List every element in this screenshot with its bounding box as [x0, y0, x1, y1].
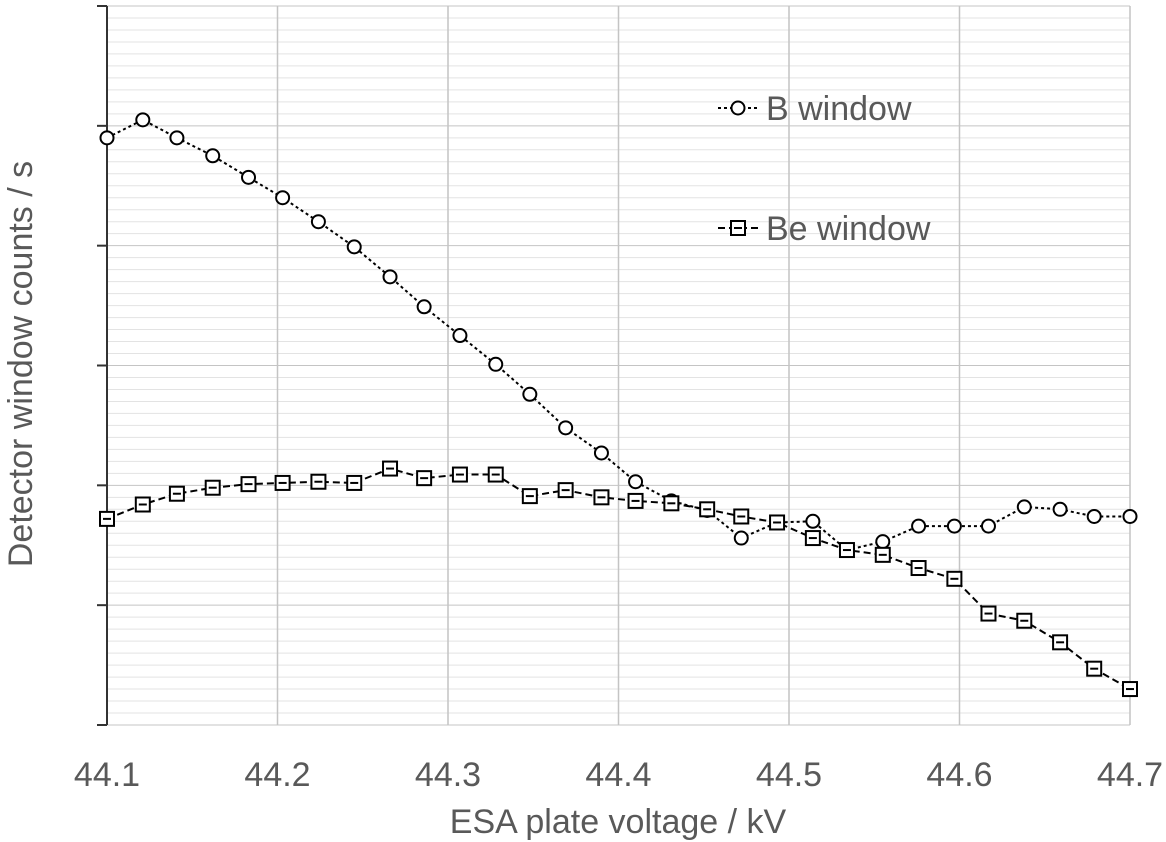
data-point-be-window	[240, 476, 257, 493]
data-point-be-window	[346, 474, 363, 491]
data-point-be-window	[557, 482, 574, 499]
data-point-be-window	[521, 488, 538, 505]
data-point-b-window	[1122, 508, 1138, 524]
data-point-b-window	[382, 269, 398, 285]
data-point-b-window	[205, 148, 221, 164]
x-tick-label: 44.4	[585, 756, 651, 794]
data-point-b-window	[275, 190, 291, 206]
data-point-be-window	[99, 510, 115, 527]
x-tick-labels: 44.1 44.2 44.3 44.4 44.5 44.6 44.7	[74, 756, 1163, 794]
data-point-be-window	[663, 495, 680, 512]
data-point-be-window	[733, 508, 750, 525]
data-point-be-window	[699, 501, 716, 518]
data-point-b-window	[1016, 499, 1032, 515]
data-point-b-window	[346, 239, 362, 255]
data-point-be-window	[627, 492, 644, 509]
data-point-b-window	[241, 169, 257, 185]
data-point-be-window	[310, 473, 327, 490]
data-point-b-window	[452, 328, 468, 344]
data-point-b-window	[1086, 508, 1102, 524]
data-point-be-window	[1086, 660, 1103, 677]
legend-marker-b-window	[730, 100, 746, 116]
x-tick-label: 44.2	[244, 756, 310, 794]
data-point-be-window	[769, 514, 786, 531]
data-point-be-window	[804, 530, 821, 547]
x-tick-label: 44.3	[415, 756, 481, 794]
data-point-b-window	[733, 530, 749, 546]
data-point-be-window	[134, 496, 151, 513]
data-point-b-window	[558, 420, 574, 436]
data-point-be-window	[416, 470, 433, 487]
data-point-b-window	[628, 474, 644, 490]
data-point-b-window	[593, 445, 609, 461]
data-point-be-window	[874, 546, 891, 563]
data-point-be-window	[593, 489, 610, 506]
x-tick-label: 44.6	[926, 756, 992, 794]
data-point-b-window	[875, 534, 891, 550]
legend-label-b-window: B window	[766, 90, 912, 128]
data-point-be-window	[1016, 612, 1033, 629]
data-point-be-window	[382, 460, 399, 477]
data-point-b-window	[135, 112, 151, 128]
legend: B window Be window	[718, 90, 931, 248]
data-point-be-window	[204, 479, 221, 496]
data-point-be-window	[451, 466, 468, 483]
legend-label-be-window: Be window	[766, 210, 931, 248]
data-point-be-window	[946, 570, 963, 587]
data-point-b-window	[911, 518, 927, 534]
data-point-b-window	[805, 513, 821, 529]
data-point-b-window	[488, 356, 504, 372]
x-tick-label: 44.5	[756, 756, 822, 794]
data-point-be-window	[910, 560, 927, 577]
legend-entry-be-window: Be window	[718, 210, 931, 248]
data-point-b-window	[1052, 501, 1068, 517]
data-point-b-window	[946, 518, 962, 534]
data-point-b-window	[169, 130, 185, 146]
x-tick-label: 44.1	[74, 756, 140, 794]
axes	[97, 5, 108, 726]
data-point-be-window	[487, 466, 504, 483]
x-tick-label: 44.7	[1097, 756, 1163, 794]
series-layer	[99, 112, 1138, 698]
data-point-be-window	[1122, 681, 1138, 698]
data-point-be-window	[1052, 634, 1069, 651]
data-point-be-window	[168, 485, 185, 502]
data-point-be-window	[274, 474, 291, 491]
data-point-b-window	[416, 299, 432, 315]
y-axis-title: Detector window counts / s	[2, 161, 40, 567]
legend-entry-b-window: B window	[718, 90, 912, 128]
data-point-b-window	[310, 214, 326, 230]
data-point-b-window	[980, 518, 996, 534]
data-point-b-window	[522, 386, 538, 402]
data-point-b-window	[99, 130, 115, 146]
data-point-be-window	[980, 605, 997, 622]
x-axis-title: ESA plate voltage / kV	[450, 803, 787, 841]
data-point-be-window	[838, 542, 855, 559]
